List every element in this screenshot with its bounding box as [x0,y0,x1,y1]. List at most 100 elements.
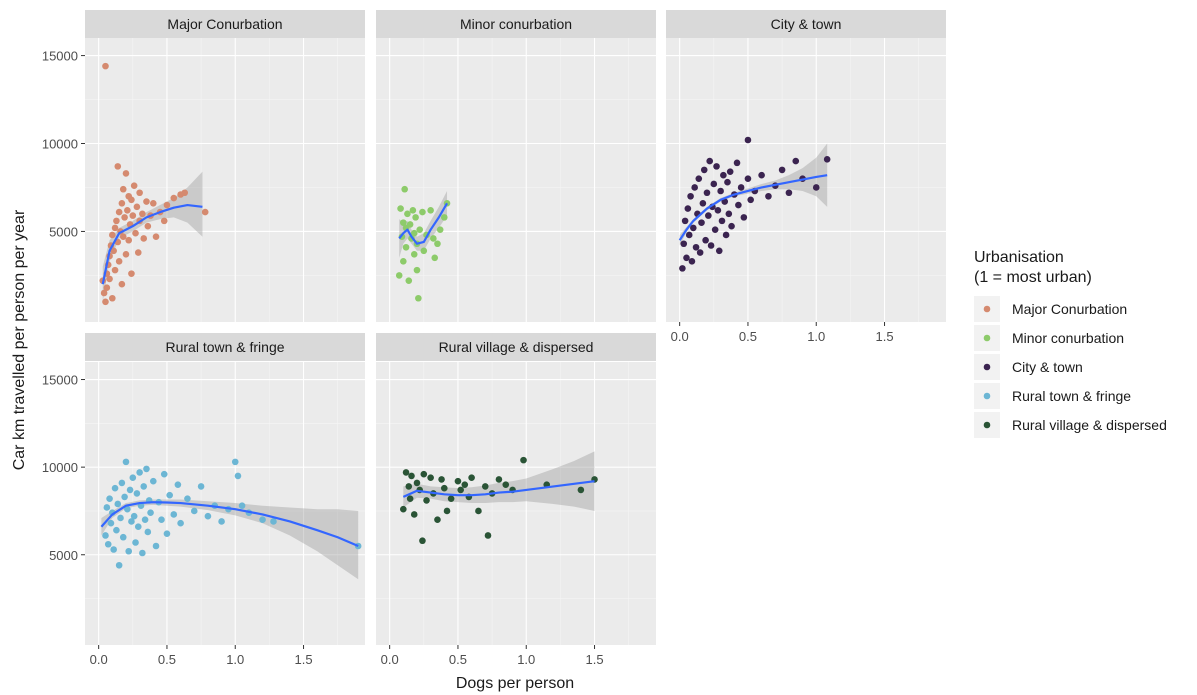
data-point [152,542,160,550]
legend-label: Rural town & fringe [1012,388,1131,404]
data-point [204,512,212,520]
x-tick-label: 1.0 [807,329,825,344]
confidence-band [102,171,203,302]
legend-item-rural-village-dispersed: Rural village & dispersed [974,412,1167,438]
data-point [737,184,745,191]
data-point [691,184,698,191]
data-point [130,512,138,520]
data-point [181,189,189,197]
data-point [110,247,117,255]
data-point [397,205,404,212]
facet-panels: Major Conurbation Minor conurbation City &… [85,10,946,645]
facet-city-town: City & town [666,10,946,322]
data-point [144,528,152,536]
data-point [423,497,430,504]
data-point [170,194,178,202]
data-point [725,210,733,218]
data-point [413,479,421,487]
data-point [270,518,277,525]
panel-background [85,38,365,322]
data-point [400,258,407,265]
data-point [118,280,126,288]
data-point [714,207,722,214]
data-point [177,519,184,527]
data-point [136,189,143,197]
data-point [457,486,464,494]
data-point [111,266,119,274]
x-tick-label: 0.5 [158,652,176,667]
x-tick-label: 1.5 [294,652,312,667]
data-point [707,242,715,249]
data-point [124,505,131,513]
facet-strip-label: Minor conurbation [460,16,572,32]
data-point [104,540,112,548]
y-tick-label: 5000 [49,548,78,563]
legend-label: City & town [1012,359,1083,375]
data-point [718,217,726,225]
data-point [706,157,714,165]
data-point [238,502,246,509]
data-point [109,231,116,239]
legend-item-major-conurbation: Major Conurbation [974,296,1127,322]
facet-strip [85,10,365,38]
data-point [122,170,130,177]
data-point [431,254,439,262]
legend: Urbanisation (1 = most urban) Major Conu… [974,249,1167,438]
data-point [747,196,754,204]
data-point [114,500,122,508]
data-point [744,175,752,182]
data-point [420,470,428,478]
legend-swatch [983,363,991,371]
data-point [434,516,441,524]
data-point [109,294,116,302]
legend-items: Major Conurbation Minor conurbation City &… [974,296,1167,438]
data-point [400,219,407,226]
data-point [160,470,168,478]
data-point [102,532,109,539]
data-point [124,207,131,214]
data-point [705,212,712,219]
facet-strip [666,10,946,38]
data-point [484,532,492,539]
data-point [106,275,113,283]
data-point [140,483,148,490]
data-point [132,229,139,237]
panel-background [376,38,656,322]
data-point [443,507,451,515]
data-point [231,458,239,466]
data-point [710,180,718,188]
data-point [111,224,119,232]
data-point [395,272,403,279]
legend-swatch [983,421,991,429]
x-axis-title: Dogs per person [456,675,574,692]
data-point [703,189,711,197]
data-point [405,277,413,284]
data-point [726,168,734,175]
data-point [121,493,128,501]
facet-strip [376,333,656,361]
facet-minor-conurbation: Minor conurbation [376,10,656,322]
y-tick-label: 15000 [42,49,78,64]
data-point [402,469,410,476]
data-point [405,483,413,490]
data-point [184,495,191,502]
data-point [785,189,793,197]
data-point [128,196,135,204]
data-point [415,294,422,302]
data-point [132,539,139,546]
facet-strip-label: Major Conurbation [167,16,282,32]
data-point [134,523,142,531]
data-point [133,203,141,211]
confidence-band [101,499,359,580]
data-point [122,250,130,258]
data-point [102,62,109,70]
data-point [106,495,113,502]
data-point [410,511,418,518]
facet-strip [376,10,656,38]
data-point [110,546,117,553]
data-point [201,208,209,216]
legend-title: Urbanisation [974,249,1064,266]
data-point [136,469,143,476]
smooth-line [101,203,203,285]
data-point [699,200,707,207]
